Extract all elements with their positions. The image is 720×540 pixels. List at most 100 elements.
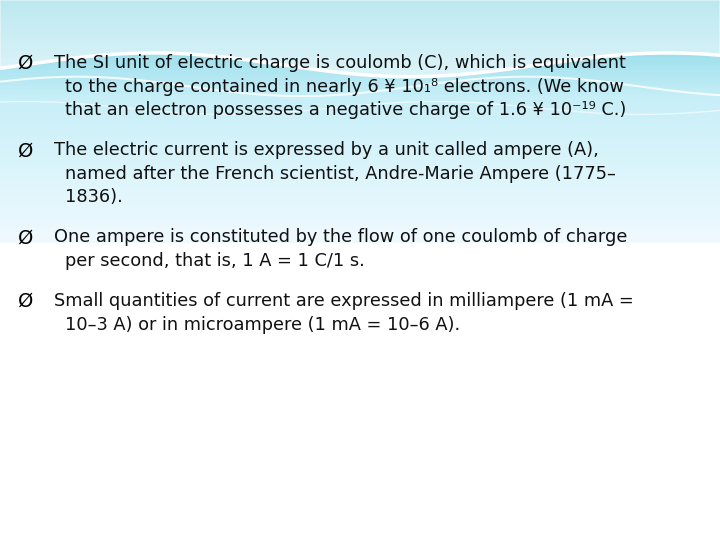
Bar (0, 392, 720, 394)
Bar (0, 400, 720, 402)
Bar (0, 89, 720, 92)
Bar (0, 127, 720, 130)
Bar (0, 356, 720, 359)
Bar (0, 248, 720, 251)
Bar (0, 354, 720, 356)
Bar (0, 516, 720, 518)
Bar (0, 151, 720, 154)
Bar (0, 173, 720, 176)
Bar (0, 146, 720, 148)
Bar (0, 351, 720, 354)
Bar (0, 92, 720, 94)
Bar (0, 165, 720, 167)
Bar (0, 256, 720, 259)
Bar (0, 5, 720, 8)
Bar (0, 8, 720, 11)
Bar (0, 440, 720, 443)
Bar (0, 443, 720, 445)
Bar (0, 470, 720, 472)
Bar (0, 494, 720, 497)
Bar (0, 386, 720, 389)
Bar (0, 200, 720, 202)
Bar (0, 405, 720, 408)
Bar (0, 364, 720, 367)
Bar (0, 143, 720, 146)
Bar (0, 111, 720, 113)
Bar (0, 373, 720, 375)
Text: Ø: Ø (18, 141, 33, 160)
Bar (0, 535, 720, 537)
Bar (0, 202, 720, 205)
Bar (0, 310, 720, 313)
Bar (0, 246, 720, 248)
Bar (0, 81, 720, 84)
Bar (0, 238, 720, 240)
Bar (0, 162, 720, 165)
Bar (0, 119, 720, 122)
Text: Small quantities of current are expressed in milliampere (1 mA =: Small quantities of current are expresse… (54, 292, 634, 310)
Bar (0, 154, 720, 157)
Text: per second, that is, 1 A = 1 C/1 s.: per second, that is, 1 A = 1 C/1 s. (65, 252, 364, 270)
Bar (0, 132, 720, 135)
Bar (0, 211, 720, 213)
Bar (0, 327, 720, 329)
Bar (0, 51, 720, 54)
Text: The electric current is expressed by a unit called ampere (A),: The electric current is expressed by a u… (54, 141, 599, 159)
Text: Ø: Ø (18, 292, 33, 311)
Bar (0, 383, 720, 386)
Bar (0, 526, 720, 529)
Bar (0, 100, 720, 103)
Bar (0, 167, 720, 170)
Bar (0, 178, 720, 181)
Bar (0, 278, 720, 281)
Bar (0, 537, 720, 540)
Bar (0, 140, 720, 143)
Bar (0, 270, 720, 273)
Bar (0, 378, 720, 381)
Bar (0, 57, 720, 59)
Bar (0, 451, 720, 454)
Bar (0, 159, 720, 162)
Bar (0, 286, 720, 289)
Bar (0, 205, 720, 208)
Text: that an electron possesses a negative charge of 1.6 ¥ 10⁻¹⁹ C.): that an electron possesses a negative ch… (65, 101, 626, 119)
Bar (0, 297, 720, 300)
Bar (0, 432, 720, 435)
Bar (0, 481, 720, 483)
Bar (0, 184, 720, 186)
Bar (0, 321, 720, 324)
Bar (0, 375, 720, 378)
Bar (0, 76, 720, 78)
Bar (0, 138, 720, 140)
Bar (0, 302, 720, 305)
Bar (0, 508, 720, 510)
Bar (0, 0, 720, 3)
Bar (0, 176, 720, 178)
Bar (0, 305, 720, 308)
Bar (0, 518, 720, 521)
Bar (0, 105, 720, 108)
Bar (0, 394, 720, 397)
Bar (0, 489, 720, 491)
Bar (0, 213, 720, 216)
Bar (0, 73, 720, 76)
Bar (0, 413, 720, 416)
Bar (0, 510, 720, 513)
Bar (0, 38, 720, 40)
Bar (0, 230, 720, 232)
Bar (0, 292, 720, 294)
Bar (0, 478, 720, 481)
Bar (0, 124, 720, 127)
Bar (0, 294, 720, 297)
Bar (0, 448, 720, 451)
Bar (0, 521, 720, 524)
Bar (0, 483, 720, 486)
Bar (0, 97, 720, 100)
Bar (0, 224, 720, 227)
Bar (0, 14, 720, 16)
Bar (0, 397, 720, 400)
Bar (0, 435, 720, 437)
Bar (0, 30, 720, 32)
Bar (0, 208, 720, 211)
Bar (0, 232, 720, 235)
